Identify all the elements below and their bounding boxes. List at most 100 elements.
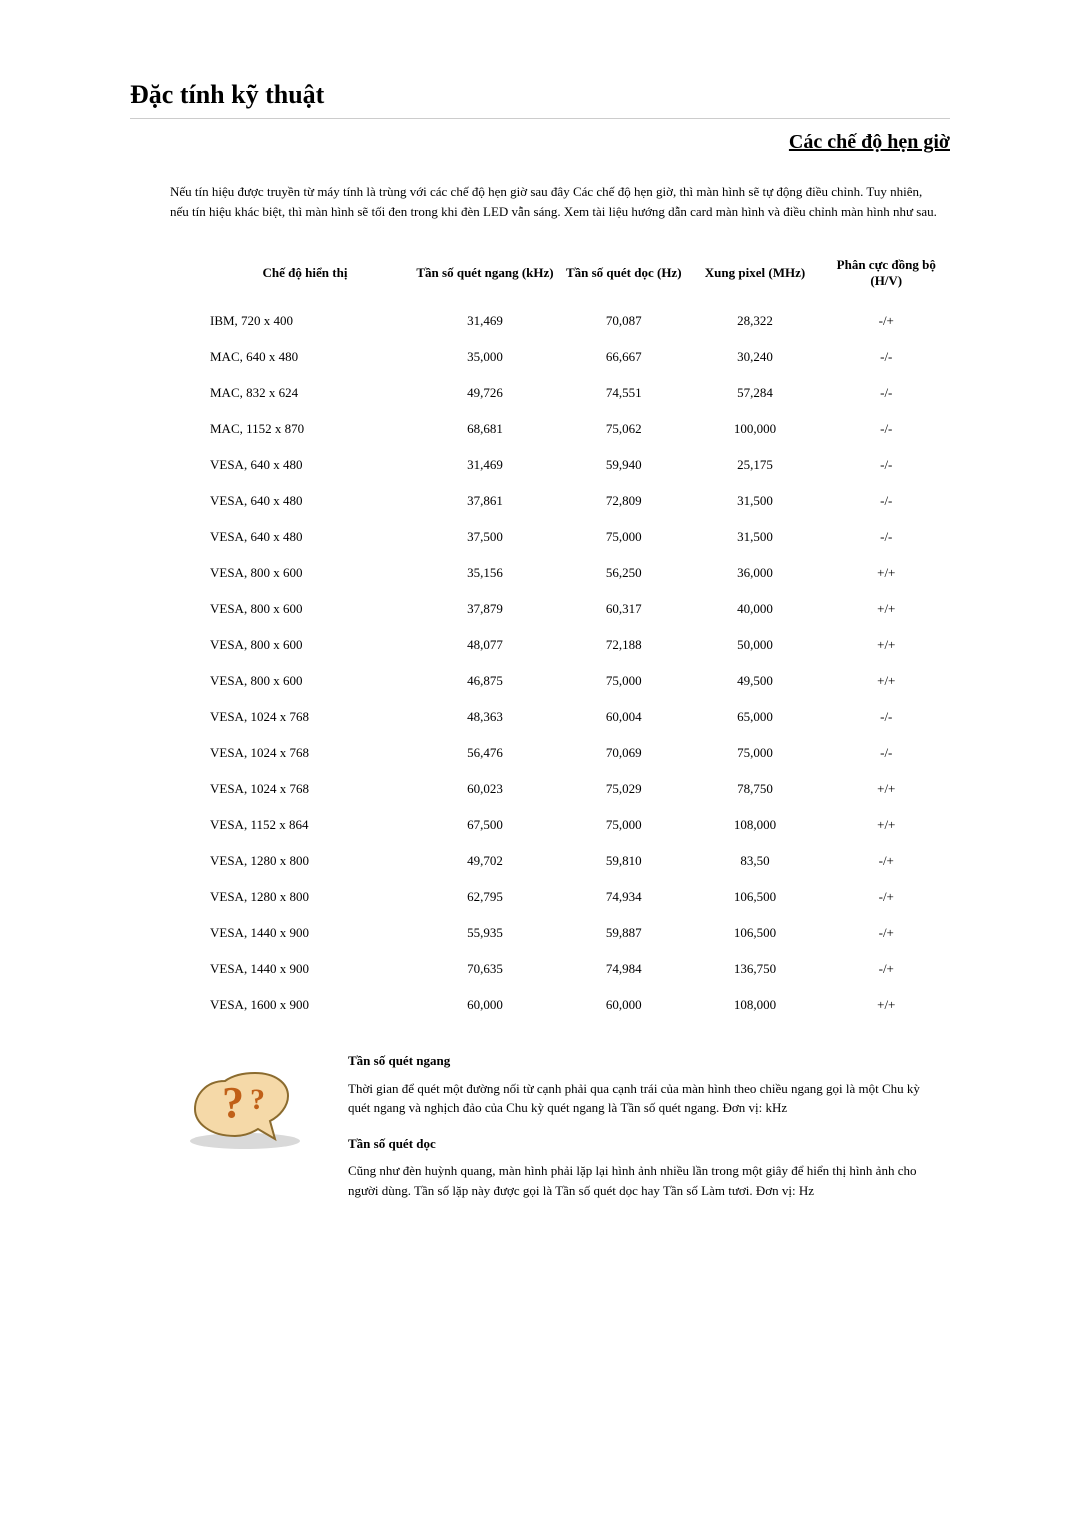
cell-hfreq: 37,500 [410, 519, 560, 555]
cell-pixel: 49,500 [688, 663, 823, 699]
table-row: VESA, 1024 x 76848,36360,00465,000-/- [200, 699, 950, 735]
cell-sync: -/- [823, 735, 951, 771]
cell-sync: +/+ [823, 807, 951, 843]
cell-pixel: 136,750 [688, 951, 823, 987]
icon-question-left: ? [222, 1078, 244, 1127]
table-row: VESA, 1440 x 90070,63574,984136,750-/+ [200, 951, 950, 987]
cell-sync: +/+ [823, 771, 951, 807]
cell-vfreq: 56,250 [560, 555, 688, 591]
cell-vfreq: 60,317 [560, 591, 688, 627]
question-icon: ? ? [180, 1061, 310, 1151]
cell-mode: VESA, 800 x 600 [200, 663, 410, 699]
table-body: IBM, 720 x 40031,46970,08728,322-/+MAC, … [200, 303, 950, 1023]
page-title: Đặc tính kỹ thuật [130, 80, 950, 110]
cell-sync: -/+ [823, 879, 951, 915]
cell-hfreq: 67,500 [410, 807, 560, 843]
cell-pixel: 78,750 [688, 771, 823, 807]
section-title: Các chế độ hẹn giờ [130, 131, 950, 154]
info-row: ? ? Tần số quét ngang Thời gian để quét … [130, 1051, 950, 1216]
cell-mode: VESA, 800 x 600 [200, 591, 410, 627]
cell-vfreq: 72,188 [560, 627, 688, 663]
cell-sync: -/- [823, 339, 951, 375]
table-row: VESA, 640 x 48037,86172,80931,500-/- [200, 483, 950, 519]
cell-mode: VESA, 1152 x 864 [200, 807, 410, 843]
cell-vfreq: 75,029 [560, 771, 688, 807]
table-row: VESA, 1600 x 90060,00060,000108,000+/+ [200, 987, 950, 1023]
cell-hfreq: 48,363 [410, 699, 560, 735]
table-row: VESA, 1152 x 86467,50075,000108,000+/+ [200, 807, 950, 843]
cell-sync: +/+ [823, 987, 951, 1023]
cell-sync: +/+ [823, 555, 951, 591]
cell-sync: -/- [823, 519, 951, 555]
cell-hfreq: 37,879 [410, 591, 560, 627]
cell-hfreq: 46,875 [410, 663, 560, 699]
timing-table-wrap: Chế độ hiển thị Tần số quét ngang (kHz) … [130, 249, 950, 1023]
table-row: MAC, 1152 x 87068,68175,062100,000-/- [200, 411, 950, 447]
cell-vfreq: 70,087 [560, 303, 688, 339]
table-row: MAC, 640 x 48035,00066,66730,240-/- [200, 339, 950, 375]
cell-hfreq: 35,000 [410, 339, 560, 375]
cell-mode: MAC, 832 x 624 [200, 375, 410, 411]
header-sync: Phân cực đồng bộ (H/V) [823, 249, 951, 303]
cell-pixel: 40,000 [688, 591, 823, 627]
table-row: IBM, 720 x 40031,46970,08728,322-/+ [200, 303, 950, 339]
horiz-freq-body: Thời gian để quét một đường nối từ cạnh … [348, 1079, 940, 1118]
cell-vfreq: 74,934 [560, 879, 688, 915]
cell-mode: VESA, 1440 x 900 [200, 951, 410, 987]
table-row: MAC, 832 x 62449,72674,55157,284-/- [200, 375, 950, 411]
cell-hfreq: 62,795 [410, 879, 560, 915]
cell-pixel: 100,000 [688, 411, 823, 447]
cell-hfreq: 31,469 [410, 303, 560, 339]
cell-mode: VESA, 640 x 480 [200, 483, 410, 519]
cell-sync: -/- [823, 375, 951, 411]
cell-mode: MAC, 1152 x 870 [200, 411, 410, 447]
cell-hfreq: 55,935 [410, 915, 560, 951]
cell-hfreq: 56,476 [410, 735, 560, 771]
cell-sync: -/+ [823, 843, 951, 879]
vert-freq-body: Cũng như đèn huỳnh quang, màn hình phải … [348, 1161, 940, 1200]
timing-table: Chế độ hiển thị Tần số quét ngang (kHz) … [200, 249, 950, 1023]
header-vfreq: Tần số quét dọc (Hz) [560, 249, 688, 303]
header-pixel: Xung pixel (MHz) [688, 249, 823, 303]
question-icon-box: ? ? [170, 1051, 320, 1216]
table-row: VESA, 640 x 48031,46959,94025,175-/- [200, 447, 950, 483]
table-row: VESA, 640 x 48037,50075,00031,500-/- [200, 519, 950, 555]
cell-hfreq: 60,023 [410, 771, 560, 807]
cell-pixel: 75,000 [688, 735, 823, 771]
cell-mode: VESA, 1024 x 768 [200, 771, 410, 807]
cell-vfreq: 60,004 [560, 699, 688, 735]
table-row: VESA, 800 x 60046,87575,00049,500+/+ [200, 663, 950, 699]
cell-hfreq: 70,635 [410, 951, 560, 987]
cell-pixel: 108,000 [688, 807, 823, 843]
cell-mode: MAC, 640 x 480 [200, 339, 410, 375]
cell-sync: -/+ [823, 303, 951, 339]
cell-vfreq: 59,887 [560, 915, 688, 951]
cell-hfreq: 68,681 [410, 411, 560, 447]
cell-sync: -/- [823, 411, 951, 447]
cell-vfreq: 74,984 [560, 951, 688, 987]
cell-sync: -/- [823, 699, 951, 735]
cell-hfreq: 31,469 [410, 447, 560, 483]
cell-pixel: 106,500 [688, 879, 823, 915]
cell-sync: -/- [823, 447, 951, 483]
cell-vfreq: 75,062 [560, 411, 688, 447]
cell-hfreq: 48,077 [410, 627, 560, 663]
divider [130, 118, 950, 119]
cell-pixel: 31,500 [688, 483, 823, 519]
cell-pixel: 108,000 [688, 987, 823, 1023]
cell-hfreq: 60,000 [410, 987, 560, 1023]
cell-mode: VESA, 1280 x 800 [200, 843, 410, 879]
table-row: VESA, 800 x 60035,15656,25036,000+/+ [200, 555, 950, 591]
cell-sync: -/+ [823, 915, 951, 951]
cell-hfreq: 37,861 [410, 483, 560, 519]
cell-pixel: 36,000 [688, 555, 823, 591]
cell-vfreq: 75,000 [560, 663, 688, 699]
icon-question-right: ? [250, 1083, 265, 1116]
cell-mode: VESA, 640 x 480 [200, 447, 410, 483]
cell-vfreq: 70,069 [560, 735, 688, 771]
table-row: VESA, 1280 x 80062,79574,934106,500-/+ [200, 879, 950, 915]
cell-pixel: 31,500 [688, 519, 823, 555]
cell-pixel: 50,000 [688, 627, 823, 663]
cell-vfreq: 75,000 [560, 807, 688, 843]
table-header-row: Chế độ hiển thị Tần số quét ngang (kHz) … [200, 249, 950, 303]
